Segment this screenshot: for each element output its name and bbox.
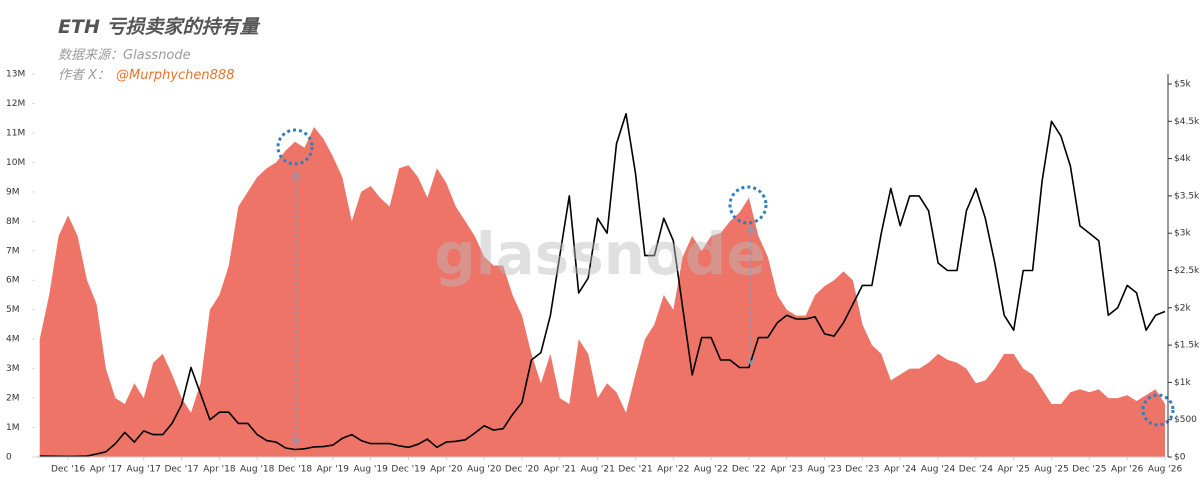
- y-tick-label: 9M: [6, 187, 20, 197]
- x-tick-label: Aug '24: [921, 465, 956, 475]
- x-tick-label: Aug '18: [240, 465, 275, 475]
- author-handle: @Murphychen888: [116, 68, 235, 83]
- x-tick-label: Apr '19: [317, 465, 350, 475]
- x-tick-label: Aug '20: [467, 465, 502, 475]
- x-tick-label: Dec '21: [618, 465, 652, 475]
- x-tick-label: Dec '20: [505, 465, 539, 475]
- x-tick-label: Apr '22: [657, 465, 689, 475]
- highlight-circle: [728, 185, 768, 225]
- y-tick-label: 10M: [6, 158, 25, 168]
- arrow-heads: [291, 170, 756, 447]
- x-tick-label: Dec '25: [1072, 465, 1106, 475]
- y-tick-label: 6M: [6, 276, 20, 286]
- y-tick-label: 8M: [6, 217, 20, 227]
- x-tick-label: Apr '25: [998, 465, 1030, 475]
- x-tick-label: Aug '25: [1034, 465, 1068, 475]
- annotations: [276, 128, 1175, 427]
- x-tick-label: Apr '18: [203, 465, 236, 475]
- y2-tick-label: $5k: [1174, 79, 1191, 89]
- y-tick-label: 11M: [6, 128, 25, 138]
- x-tick-label: Apr '26: [1111, 465, 1144, 475]
- y2-tick-label: $500: [1174, 415, 1197, 425]
- y-tick-label: 2M: [6, 394, 20, 404]
- x-tick-label: Aug '19: [354, 465, 389, 475]
- y-tick-label: 12M: [6, 99, 25, 109]
- x-tick-label: Dec '24: [959, 465, 993, 475]
- author-label: 作者 X：: [58, 68, 111, 83]
- x-tick-label: Aug '17: [127, 465, 161, 475]
- annotation-arrows: [291, 170, 756, 447]
- x-tick-label: Aug '26: [1148, 465, 1183, 475]
- x-tick-label: Dec '22: [732, 465, 766, 475]
- y2-tick-label: $2k: [1174, 303, 1191, 313]
- x-tick-label: Apr '21: [544, 465, 576, 475]
- x-tick-label: Aug '22: [694, 465, 728, 475]
- holdings-area: [39, 127, 1166, 457]
- x-tick-label: Dec '18: [278, 465, 312, 475]
- y2-tick-label: $3k: [1174, 229, 1191, 239]
- x-tick-label: Aug '21: [580, 465, 614, 475]
- y2-tick-label: $4.5k: [1174, 117, 1200, 127]
- y-tick-label: 3M: [6, 364, 20, 374]
- price-line: [39, 113, 1166, 458]
- x-tick-label: Aug '23: [807, 465, 841, 475]
- y-tick-label: 4M: [6, 335, 20, 345]
- y2-tick-label: $3.5k: [1174, 191, 1200, 201]
- y2-tick-label: $0: [1174, 453, 1186, 463]
- highlight-circle: [276, 128, 314, 166]
- highlight-circle: [1141, 393, 1175, 427]
- plot: [39, 113, 1166, 458]
- y2-tick-label: $4k: [1174, 154, 1191, 164]
- author: 作者 X： @Murphychen888: [58, 64, 234, 83]
- y2-tick-label: $1k: [1174, 378, 1191, 388]
- x-tick-label: Apr '23: [771, 465, 803, 475]
- chart-title: ETH 亏损卖家的持有量: [58, 16, 259, 38]
- x-tick-label: Apr '20: [430, 465, 463, 475]
- y-tick-label: 5M: [6, 305, 20, 315]
- x-tick-label: Dec '17: [164, 465, 198, 475]
- y-tick-label: 0: [6, 453, 12, 463]
- subtitle: 数据来源：Glassnode: [58, 48, 191, 63]
- y-tick-label: 1M: [6, 423, 20, 433]
- x-tick-label: Dec '19: [391, 465, 425, 475]
- y2-tick-label: $1.5k: [1174, 341, 1200, 351]
- y2-tick-label: $2.5k: [1174, 266, 1200, 276]
- watermark: glassnode: [434, 220, 766, 288]
- y-tick-label: 13M: [6, 70, 25, 80]
- y-tick-label: 7M: [6, 246, 20, 256]
- x-tick-label: Dec '16: [51, 465, 85, 475]
- x-tick-label: Apr '24: [884, 465, 917, 475]
- x-tick-label: Apr '17: [90, 465, 122, 475]
- x-tick-label: Dec '23: [845, 465, 879, 475]
